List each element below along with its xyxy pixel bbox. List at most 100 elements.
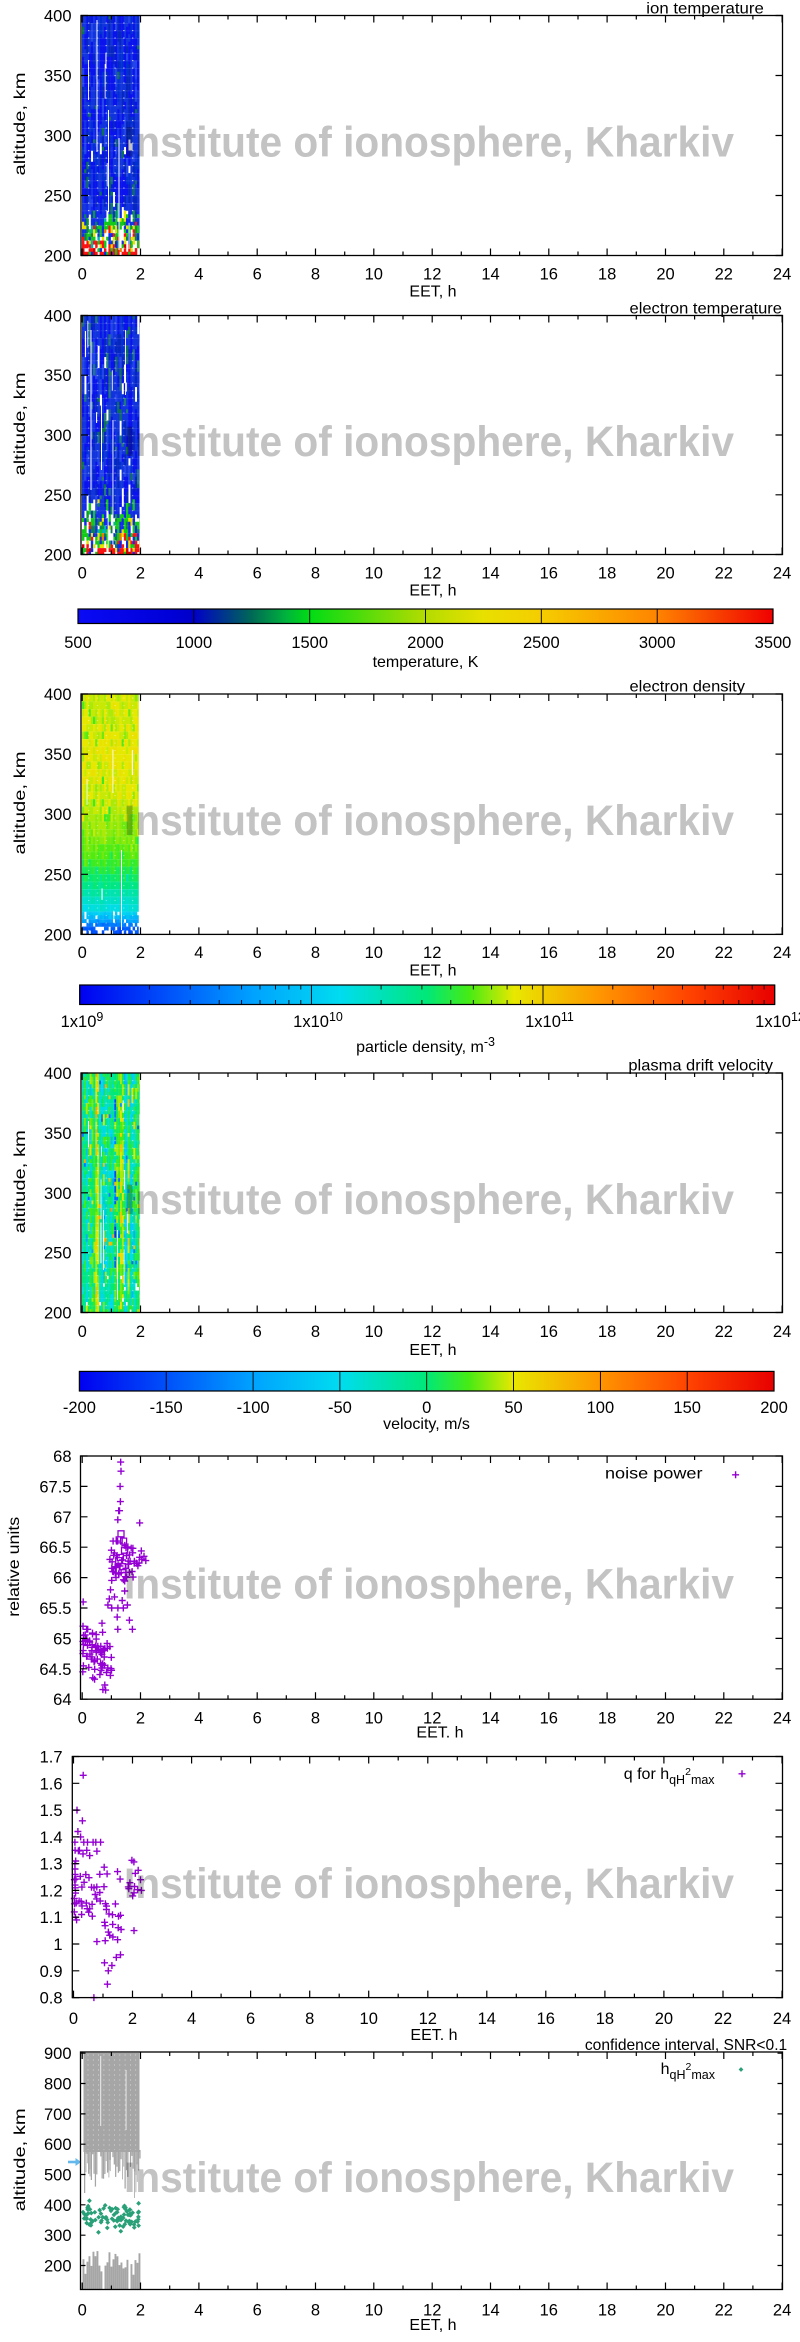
svg-text:Institute of ionosphere, Khark: Institute of ionosphere, Kharkiv — [124, 1861, 734, 1908]
svg-text:-50: -50 — [328, 1399, 352, 1417]
svg-text:1.7: 1.7 — [40, 1749, 63, 1767]
svg-text:400: 400 — [44, 8, 72, 26]
svg-text:400: 400 — [44, 2197, 72, 2215]
svg-text:2: 2 — [136, 2302, 145, 2320]
svg-text:20: 20 — [656, 944, 674, 962]
svg-text:68: 68 — [53, 1448, 71, 1466]
svg-text:20: 20 — [656, 1323, 674, 1341]
svg-text:4: 4 — [194, 1709, 203, 1727]
svg-text:3000: 3000 — [639, 634, 676, 652]
svg-text:4: 4 — [194, 565, 203, 583]
svg-text:8: 8 — [311, 944, 320, 962]
svg-text:250: 250 — [44, 487, 72, 505]
svg-text:-150: -150 — [150, 1399, 183, 1417]
svg-text:10: 10 — [365, 2302, 383, 2320]
svg-text:-200: -200 — [63, 1399, 96, 1417]
svg-text:100: 100 — [587, 1399, 615, 1417]
svg-text:EET, h: EET, h — [409, 583, 456, 600]
svg-text:particle density, m-3: particle density, m-3 — [356, 1035, 495, 1056]
svg-text:22: 22 — [715, 944, 733, 962]
svg-text:1.3: 1.3 — [40, 1856, 63, 1874]
svg-text:0.8: 0.8 — [40, 1990, 63, 2008]
svg-text:300: 300 — [44, 128, 72, 146]
svg-text:8: 8 — [311, 266, 320, 284]
svg-text:EET, h: EET, h — [409, 284, 456, 301]
svg-text:12: 12 — [419, 2010, 437, 2028]
svg-text:altitude, km: altitude, km — [12, 2108, 29, 2211]
svg-text:200: 200 — [44, 547, 72, 565]
svg-text:20: 20 — [656, 1709, 674, 1727]
svg-text:8: 8 — [311, 1323, 320, 1341]
svg-text:350: 350 — [44, 367, 72, 385]
svg-text:20: 20 — [655, 2010, 673, 2028]
svg-text:22: 22 — [715, 1323, 733, 1341]
svg-text:2: 2 — [136, 944, 145, 962]
svg-text:1.6: 1.6 — [40, 1775, 63, 1793]
svg-text:150: 150 — [673, 1399, 701, 1417]
svg-text:10: 10 — [365, 266, 383, 284]
svg-text:EET, h: EET, h — [409, 963, 456, 980]
svg-text:22: 22 — [715, 2302, 733, 2320]
svg-text:66.5: 66.5 — [39, 1539, 71, 1557]
svg-text:6: 6 — [253, 944, 262, 962]
svg-text:18: 18 — [598, 1709, 616, 1727]
svg-text:24: 24 — [773, 944, 791, 962]
svg-text:22: 22 — [714, 2010, 732, 2028]
svg-text:16: 16 — [540, 565, 558, 583]
svg-text:8: 8 — [305, 2010, 314, 2028]
svg-text:700: 700 — [44, 2106, 72, 2124]
svg-text:altitude, km: altitude, km — [12, 373, 29, 476]
svg-text:altitude, km: altitude, km — [12, 752, 29, 855]
svg-text:14: 14 — [481, 944, 499, 962]
svg-text:0: 0 — [78, 944, 87, 962]
svg-text:4: 4 — [194, 2302, 203, 2320]
svg-text:250: 250 — [44, 1245, 72, 1263]
svg-text:67: 67 — [53, 1509, 71, 1527]
svg-text:relative units: relative units — [6, 1517, 23, 1617]
svg-text:0: 0 — [422, 1399, 431, 1417]
svg-text:200: 200 — [44, 2258, 72, 2276]
svg-text:EET, h: EET, h — [409, 2317, 456, 2334]
svg-text:500: 500 — [64, 634, 92, 652]
svg-text:0: 0 — [78, 565, 87, 583]
svg-text:200: 200 — [44, 1305, 72, 1323]
svg-text:electron temperature: electron temperature — [630, 301, 783, 318]
svg-text:300: 300 — [44, 806, 72, 824]
svg-text:1: 1 — [53, 1936, 62, 1954]
svg-text:14: 14 — [481, 2302, 499, 2320]
svg-text:12: 12 — [423, 944, 441, 962]
svg-text:18: 18 — [598, 565, 616, 583]
svg-text:400: 400 — [44, 1065, 72, 1083]
svg-text:2: 2 — [136, 266, 145, 284]
svg-text:0: 0 — [69, 2010, 78, 2028]
svg-text:20: 20 — [656, 266, 674, 284]
svg-text:16: 16 — [540, 1709, 558, 1727]
svg-text:12: 12 — [423, 1323, 441, 1341]
svg-text:10: 10 — [365, 1709, 383, 1727]
svg-text:EET, h: EET, h — [409, 1342, 456, 1359]
svg-text:4: 4 — [187, 2010, 196, 2028]
svg-text:1.5: 1.5 — [40, 1802, 63, 1820]
svg-text:3500: 3500 — [755, 634, 792, 652]
svg-text:Institute of ionosphere, Khark: Institute of ionosphere, Kharkiv — [124, 2155, 734, 2202]
svg-text:4: 4 — [194, 1323, 203, 1341]
svg-text:0: 0 — [78, 2302, 87, 2320]
svg-text:altitude, km: altitude, km — [12, 1130, 29, 1233]
svg-text:2500: 2500 — [523, 634, 560, 652]
svg-text:8: 8 — [311, 565, 320, 583]
svg-text:Institute of ionosphere, Khark: Institute of ionosphere, Kharkiv — [124, 419, 734, 466]
svg-text:6: 6 — [246, 2010, 255, 2028]
svg-text:20: 20 — [656, 2302, 674, 2320]
svg-text:electron density: electron density — [630, 679, 746, 696]
svg-text:300: 300 — [44, 1185, 72, 1203]
svg-text:16: 16 — [540, 1323, 558, 1341]
svg-text:22: 22 — [715, 266, 733, 284]
svg-text:6: 6 — [253, 1323, 262, 1341]
svg-text:18: 18 — [598, 266, 616, 284]
svg-text:2000: 2000 — [407, 634, 444, 652]
svg-text:65.5: 65.5 — [39, 1600, 71, 1618]
svg-text:14: 14 — [481, 565, 499, 583]
svg-text:-100: -100 — [237, 1399, 270, 1417]
svg-text:66: 66 — [53, 1570, 71, 1588]
svg-text:ion temperature: ion temperature — [646, 1, 764, 18]
